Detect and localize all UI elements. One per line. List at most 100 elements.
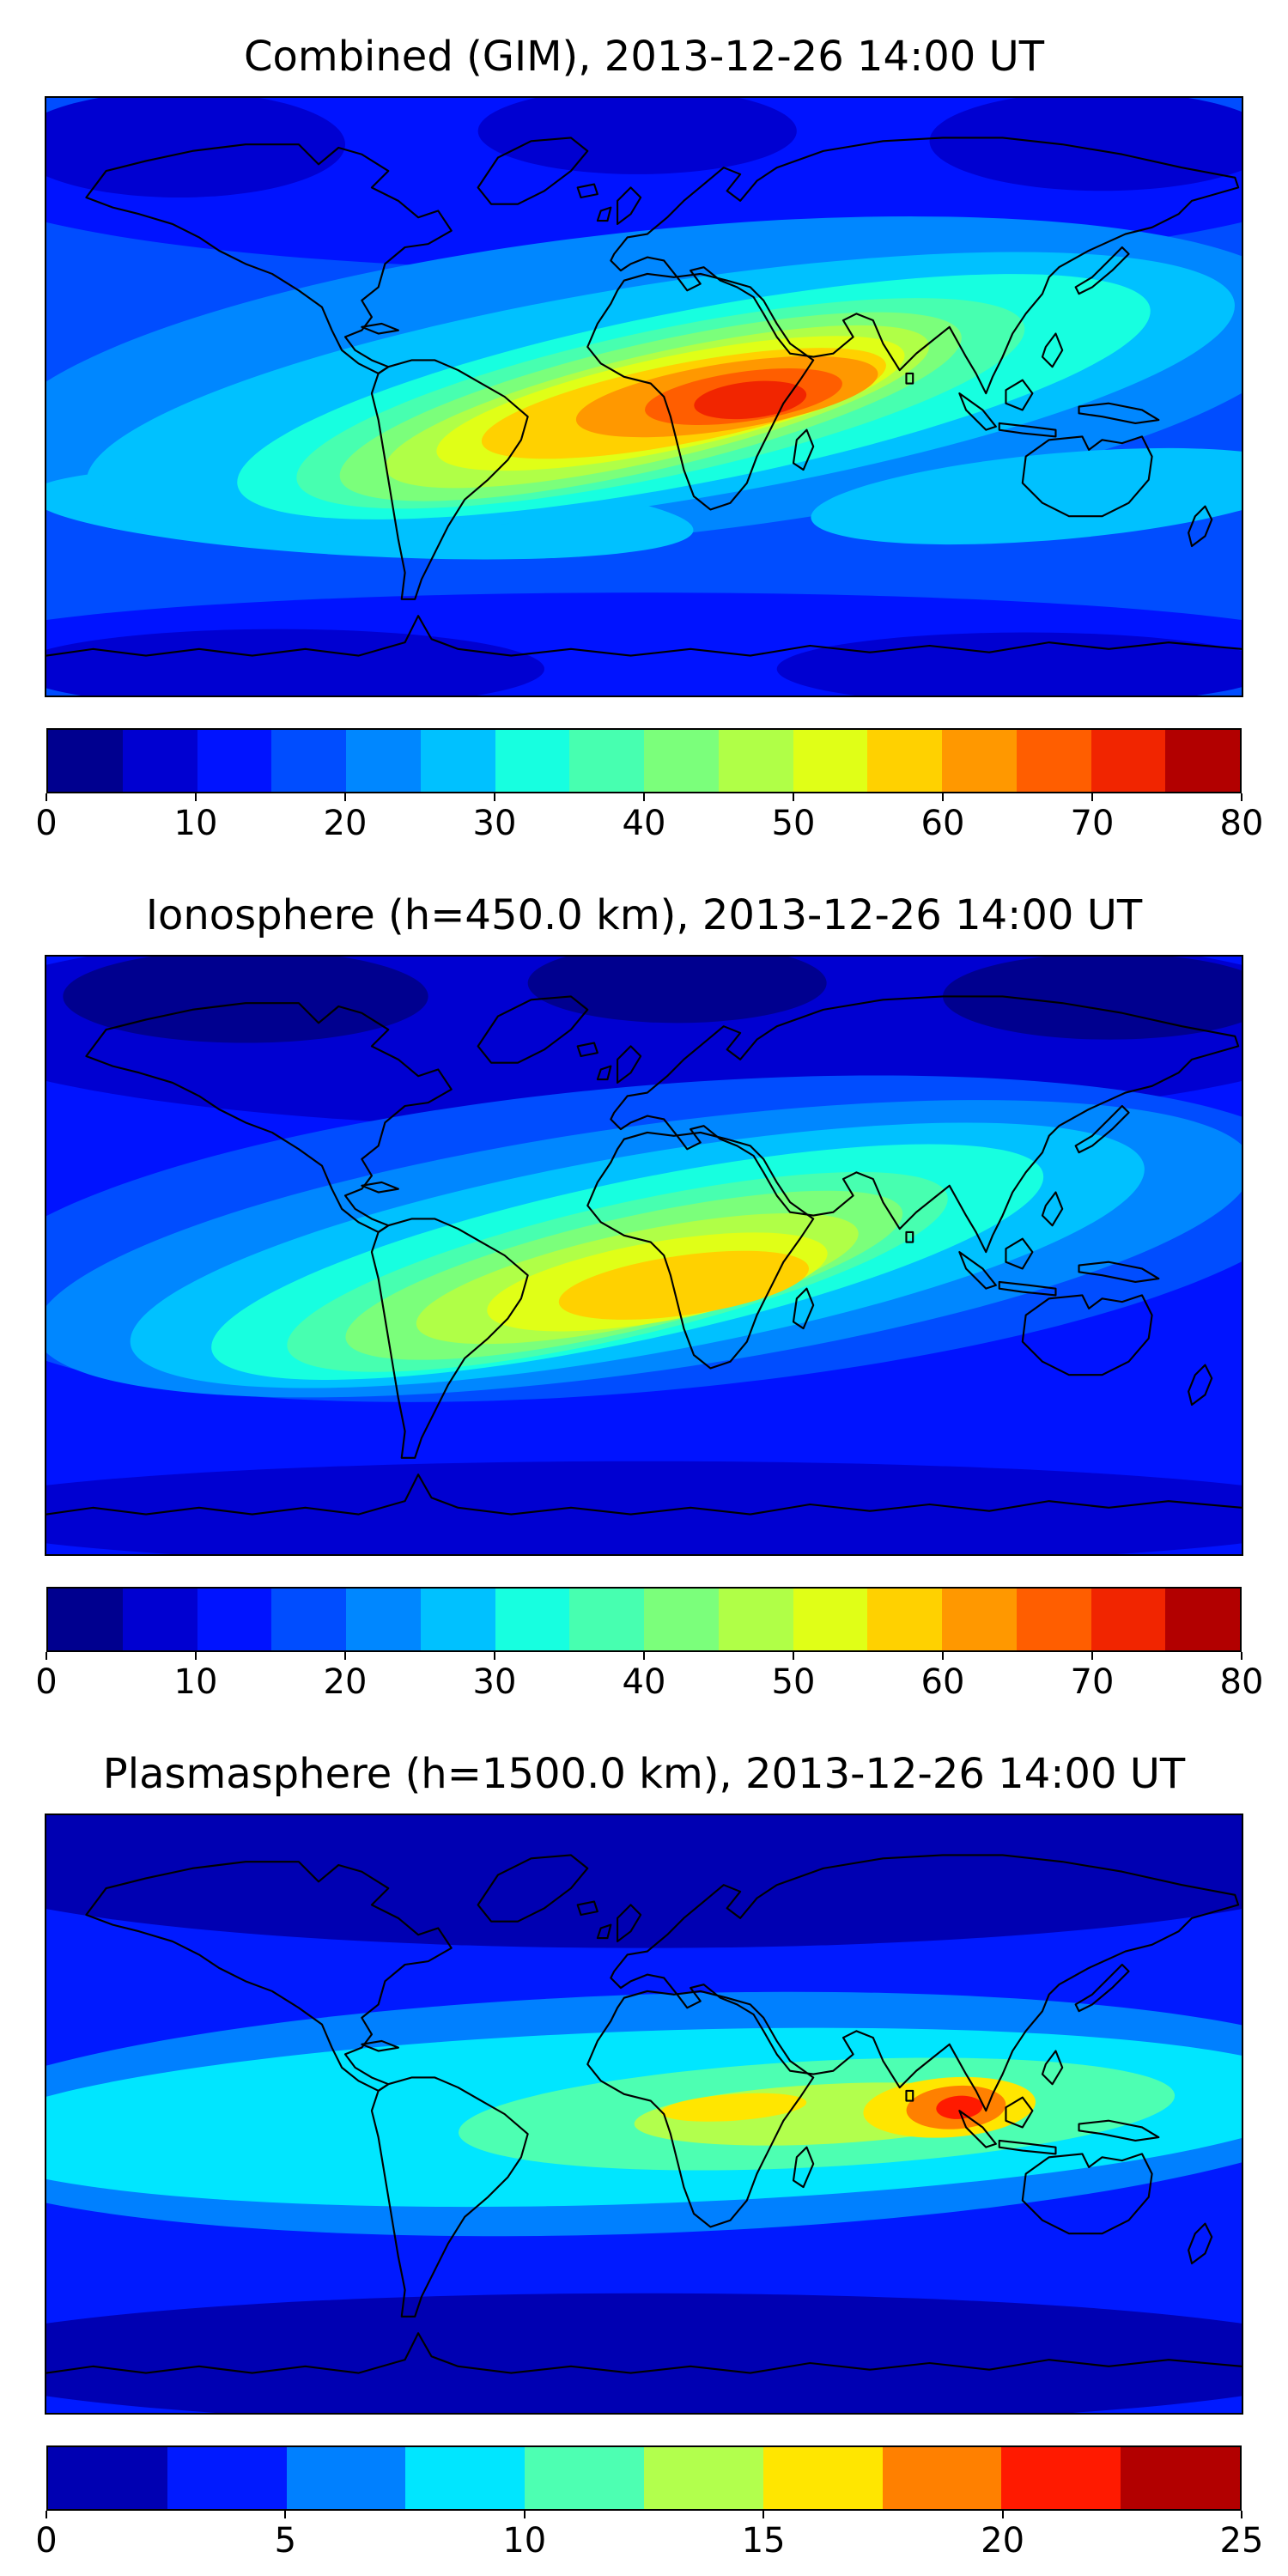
colorbar-tick-mark (284, 2511, 287, 2518)
colorbar-segment (718, 1589, 793, 1650)
chart-title: Ionosphere (h=450.0 km), 2013-12-26 14:0… (145, 891, 1143, 939)
colorbar-tick-label: 5 (274, 2521, 297, 2561)
contour-blob (477, 98, 797, 174)
colorbar-tick-label: 70 (1070, 1662, 1115, 1702)
colorbar-tick-mark (793, 793, 794, 801)
colorbar-tick-mark (762, 2511, 765, 2518)
colorbar-segment (495, 730, 570, 792)
colorbar-tick-label: 50 (771, 804, 816, 843)
map-frame (45, 96, 1243, 697)
contour-field (46, 98, 1242, 696)
colorbar-segment (346, 730, 421, 792)
colorbar-segment (569, 730, 644, 792)
map-frame (45, 1814, 1243, 2415)
colorbar: 0 10 20 30 40 50 60 70 80 (35, 1587, 1263, 1705)
colorbar-tick-label: 0 (35, 1662, 58, 1702)
colorbar-tick-labels: 0 5 10 15 20 25 (35, 2521, 1263, 2564)
colorbar-tick-label: 40 (622, 1662, 666, 1702)
colorbar-tick-mark (46, 793, 47, 801)
colorbar-segment (1016, 730, 1091, 792)
colorbar-tick-mark (1241, 793, 1242, 801)
contour-blob (46, 2293, 1242, 2413)
colorbar-segment (1165, 730, 1240, 792)
colorbar-tick-label: 30 (472, 804, 517, 843)
contour-blob (943, 957, 1242, 1040)
colorbar-segment (793, 730, 868, 792)
colorbar-tick-mark (344, 793, 346, 801)
colorbar-tick-labels: 0 10 20 30 40 50 60 70 80 (35, 1662, 1263, 1705)
colorbar-tick-label: 10 (502, 2521, 547, 2561)
colorbar-tick-label: 20 (323, 1662, 368, 1702)
panel-combined-gim: Combined (GIM), 2013-12-26 14:00 UT 0 10 2… (0, 0, 1288, 859)
colorbar-segment (793, 1589, 868, 1650)
colorbar-segments (46, 1587, 1242, 1652)
colorbar-tick-mark (494, 1652, 495, 1660)
colorbar-segment (197, 1589, 272, 1650)
contour-blob (936, 2095, 983, 2119)
colorbar-tick-label: 80 (1219, 1662, 1264, 1702)
chart-title: Combined (GIM), 2013-12-26 14:00 UT (243, 33, 1045, 81)
contour-field (46, 957, 1242, 1554)
colorbar-tick-mark (1091, 793, 1093, 801)
contour-blob (776, 632, 1242, 696)
colorbar-tick-mark (195, 1652, 197, 1660)
contour-blob (46, 1461, 1242, 1554)
colorbar-tick-mark (46, 2511, 47, 2518)
colorbar-tick-mark (643, 793, 645, 801)
colorbar-segment (420, 1589, 495, 1650)
colorbar-segment (286, 2447, 406, 2509)
colorbar-tick-label: 15 (741, 2521, 786, 2561)
colorbar-segment (48, 730, 123, 792)
colorbar-segment (1165, 1589, 1240, 1650)
panel-ionosphere: Ionosphere (h=450.0 km), 2013-12-26 14:0… (0, 859, 1288, 1717)
colorbar-segment (942, 730, 1017, 792)
colorbar-tick-mark (494, 793, 495, 801)
colorbar-tick-label: 30 (472, 1662, 517, 1702)
colorbar-tick-label: 60 (920, 1662, 965, 1702)
colorbar-segment (405, 2447, 526, 2509)
contour-map (46, 1815, 1242, 2413)
colorbar-segment (718, 730, 793, 792)
colorbar-segment (569, 1589, 644, 1650)
colorbar-segment (643, 2447, 763, 2509)
colorbar-tick-label: 0 (35, 804, 58, 843)
map-frame (45, 955, 1243, 1556)
colorbar-tick-label: 10 (173, 804, 218, 843)
colorbar-tick-mark (643, 1652, 645, 1660)
colorbar-segment (346, 1589, 421, 1650)
colorbar-segment (867, 1589, 942, 1650)
colorbar-tick-label: 0 (35, 2521, 58, 2561)
contour-blob (929, 98, 1242, 191)
colorbar-tick-mark (1241, 2511, 1242, 2518)
colorbar-tick-mark (793, 1652, 794, 1660)
colorbar-segment (495, 1589, 570, 1650)
colorbar-tick-mark (523, 2511, 526, 2518)
colorbar-tick-label: 60 (920, 804, 965, 843)
contour-blob (46, 98, 345, 197)
colorbar-segment (882, 2447, 1002, 2509)
colorbar-tick-label: 10 (173, 1662, 218, 1702)
colorbar: 0 5 10 15 20 25 (35, 2445, 1263, 2564)
colorbar-segment (1001, 2447, 1121, 2509)
contour-field (46, 1815, 1242, 2413)
colorbar-segment (762, 2447, 883, 2509)
contour-blob (46, 1815, 1242, 1948)
colorbar-segment (197, 730, 272, 792)
colorbar-tick-labels: 0 10 20 30 40 50 60 70 80 (35, 804, 1263, 847)
panel-plasmasphere: Plasmasphere (h=1500.0 km), 2013-12-26 1… (0, 1717, 1288, 2576)
contour-blob (558, 1250, 809, 1320)
colorbar-tick-mark (195, 793, 197, 801)
colorbar-segment (271, 1589, 346, 1650)
colorbar-tick-mark (1091, 1652, 1093, 1660)
contour-blob (660, 2093, 807, 2122)
colorbar-segment (420, 730, 495, 792)
colorbar-tick-label: 50 (771, 1662, 816, 1702)
colorbar-tick-label: 80 (1219, 804, 1264, 843)
colorbar-segment (1121, 2447, 1240, 2509)
colorbar-tick-mark (46, 1652, 47, 1660)
colorbar-segments (46, 728, 1242, 793)
contour-blob (527, 957, 827, 1024)
contour-map (46, 957, 1242, 1554)
colorbar-segment (122, 730, 197, 792)
